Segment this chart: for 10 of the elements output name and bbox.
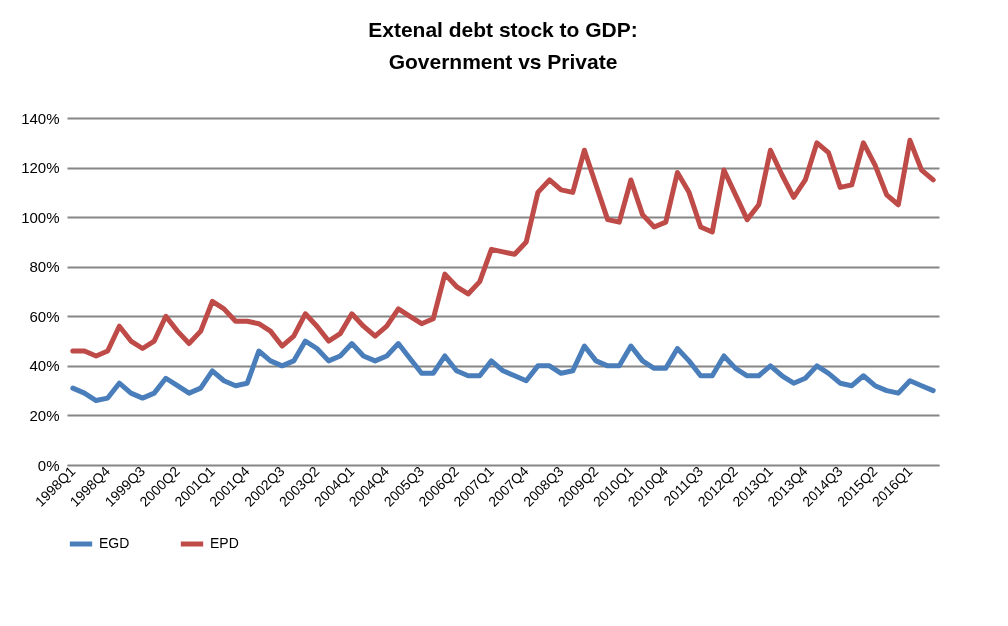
chart-title: Extenal debt stock to GDP: Government vs Private bbox=[368, 18, 638, 73]
y-tick-label: 120% bbox=[21, 159, 60, 177]
y-tick-label: 40% bbox=[29, 357, 60, 375]
y-tick-label: 100% bbox=[21, 208, 60, 226]
y-tick-label: 60% bbox=[29, 307, 60, 325]
y-tick-label: 20% bbox=[29, 406, 60, 424]
y-tick-label: 140% bbox=[21, 109, 60, 127]
legend-label: EGD bbox=[99, 535, 130, 551]
legend-label: EPD bbox=[210, 535, 239, 551]
y-tick-label: 80% bbox=[29, 258, 60, 276]
